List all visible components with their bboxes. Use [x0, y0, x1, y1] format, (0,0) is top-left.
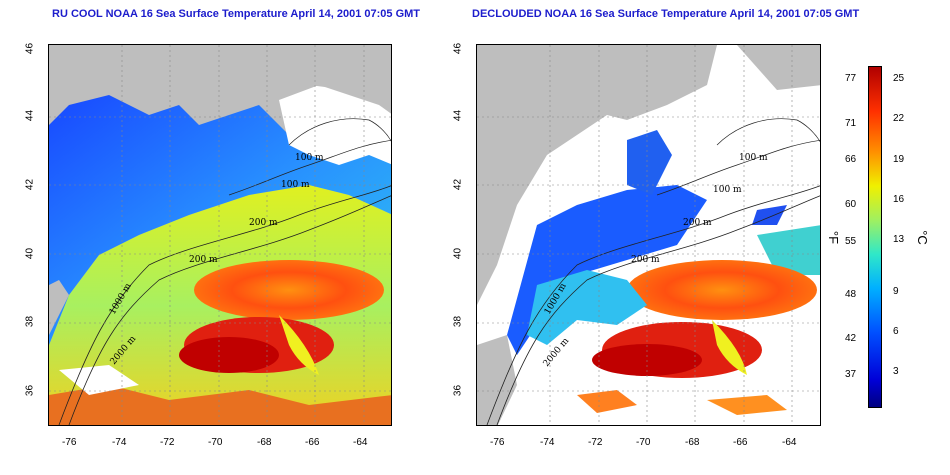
coast-land: [477, 45, 717, 305]
y-tick-label: 42: [24, 178, 36, 191]
fahrenheit-tick: 37: [845, 369, 857, 380]
warm-core-ring-1: [194, 260, 384, 320]
fahrenheit-tick: 60: [845, 199, 857, 210]
cloud-patch: [279, 85, 391, 165]
slope-water: [757, 225, 820, 275]
y-tick-label: 40: [452, 247, 464, 260]
x-tick-label: -64: [353, 437, 368, 448]
fahrenheit-tick: 66: [845, 154, 857, 165]
right-map-graphic: 100 m 100 m 200 m 200 m 1000 m 2000 m: [477, 45, 820, 425]
y-tick-label: 44: [452, 109, 464, 122]
contour-1000m: [68, 195, 391, 425]
coast-land-south: [477, 335, 517, 425]
fahrenheit-tick: 71: [845, 118, 857, 129]
warm-core-ring-1: [627, 260, 817, 320]
contour-label: 200 m: [189, 255, 218, 265]
fahrenheit-tick: 48: [845, 289, 857, 300]
temperature-colorbar: [868, 66, 882, 408]
left-map-graphic: 100 m 100 m 200 m 200 m 1000 m 2000 m: [49, 45, 391, 425]
georges-bank-water: [627, 130, 672, 195]
coast-land-north: [49, 45, 289, 115]
y-tick-label: 42: [452, 178, 464, 191]
nova-scotia-land: [737, 45, 820, 90]
x-tick-label: -68: [685, 437, 700, 448]
x-tick-label: -74: [540, 437, 555, 448]
shelf-water: [507, 185, 707, 355]
y-tick-label: 46: [24, 42, 36, 55]
coast-land-south: [49, 280, 69, 335]
celsius-tick: 6: [893, 326, 899, 337]
fahrenheit-tick: 55: [845, 236, 857, 247]
celsius-tick: 19: [893, 154, 905, 165]
contour-label: 100 m: [281, 180, 310, 190]
stream-filament: [279, 315, 319, 375]
x-tick-label: -76: [490, 437, 505, 448]
celsius-unit: °C: [914, 230, 930, 245]
right-map-title: DECLOUDED NOAA 16 Sea Surface Temperatur…: [472, 8, 860, 20]
x-tick-label: -68: [257, 437, 272, 448]
contour-1000m: [496, 195, 820, 425]
contour-label: 200 m: [683, 218, 712, 228]
fahrenheit-tick: 77: [845, 73, 857, 84]
southern-warm-water: [49, 385, 391, 425]
left-map-title: RU COOL NOAA 16 Sea Surface Temperature …: [52, 8, 421, 20]
y-tick-label: 46: [452, 42, 464, 55]
southern-patch: [707, 395, 787, 415]
fahrenheit-tick: 42: [845, 333, 857, 344]
graticule: [49, 45, 391, 425]
celsius-tick: 9: [893, 286, 899, 297]
contour-label: 100 m: [739, 153, 768, 163]
contour-label: 100 m: [295, 153, 324, 163]
southern-cloud: [59, 365, 139, 395]
contour-label: 200 m: [631, 255, 660, 265]
x-tick-label: -70: [636, 437, 651, 448]
celsius-tick: 25: [893, 73, 905, 84]
contour-label: 100 m: [713, 185, 742, 195]
x-tick-label: -72: [588, 437, 603, 448]
contour-2000m: [486, 185, 820, 425]
y-tick-label: 40: [24, 247, 36, 260]
gulf-stream-hot: [179, 337, 279, 373]
contour-100m: [716, 118, 820, 146]
contour-100m: [288, 118, 391, 146]
stream-filament: [712, 320, 747, 375]
contour-2000m: [58, 185, 391, 425]
x-tick-label: -64: [782, 437, 797, 448]
celsius-tick: 16: [893, 194, 905, 205]
contour-200m: [228, 139, 391, 196]
right-sst-map: 100 m 100 m 200 m 200 m 1000 m 2000 m: [476, 44, 821, 426]
y-tick-label: 38: [24, 315, 36, 328]
x-tick-label: -76: [62, 437, 77, 448]
x-tick-label: -70: [208, 437, 223, 448]
y-tick-label: 36: [24, 384, 36, 397]
celsius-tick: 22: [893, 113, 905, 124]
left-sst-map: 100 m 100 m 200 m 200 m 1000 m 2000 m: [48, 44, 392, 426]
y-tick-label: 44: [24, 109, 36, 122]
celsius-tick: 13: [893, 234, 905, 245]
x-tick-label: -74: [112, 437, 127, 448]
contour-200m: [656, 139, 820, 196]
shelf-water: [49, 95, 391, 345]
fahrenheit-unit: °F: [826, 230, 842, 245]
contour-label: 200 m: [249, 218, 278, 228]
graticule: [477, 45, 820, 425]
x-tick-label: -66: [305, 437, 320, 448]
southern-patch: [577, 390, 637, 413]
shelf-patch: [752, 205, 787, 225]
celsius-tick: 3: [893, 366, 899, 377]
x-tick-label: -72: [160, 437, 175, 448]
y-tick-label: 36: [452, 384, 464, 397]
y-tick-label: 38: [452, 315, 464, 328]
shelf-edge-water: [527, 270, 647, 345]
x-tick-label: -66: [733, 437, 748, 448]
nova-scotia-land: [289, 45, 391, 90]
